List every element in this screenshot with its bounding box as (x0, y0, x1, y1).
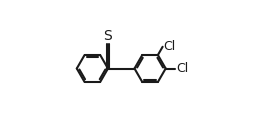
Text: Cl: Cl (163, 40, 175, 53)
Text: Cl: Cl (176, 62, 188, 75)
Text: S: S (104, 29, 112, 43)
